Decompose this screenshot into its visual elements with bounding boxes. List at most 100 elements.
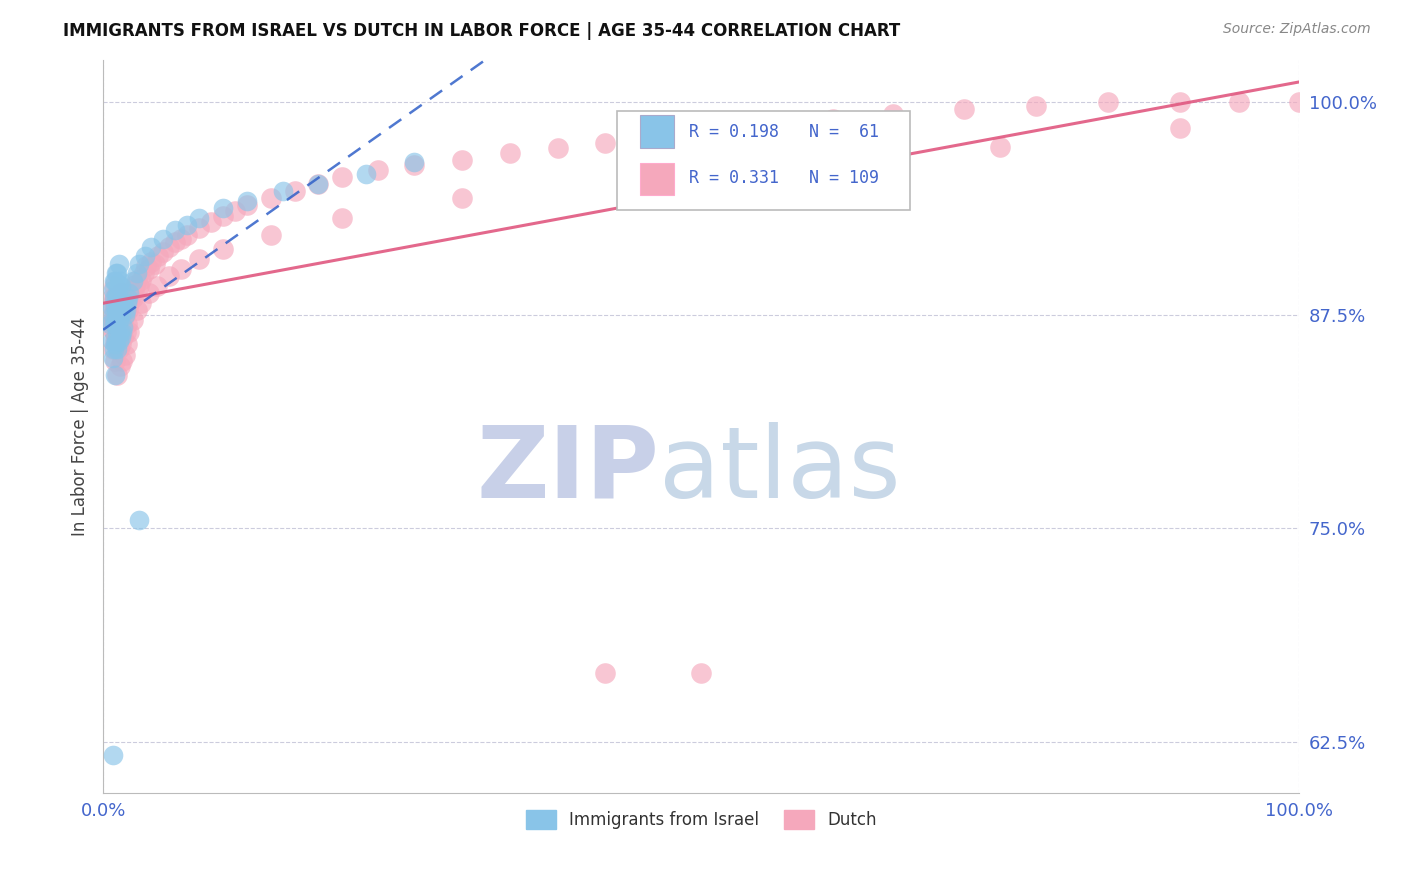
Point bbox=[105, 308, 128, 322]
Point bbox=[98, 320, 121, 334]
Point bbox=[104, 354, 127, 368]
Point bbox=[163, 235, 186, 249]
Point bbox=[128, 257, 150, 271]
Point bbox=[114, 286, 136, 301]
Point bbox=[101, 283, 124, 297]
Point bbox=[330, 211, 353, 226]
Point bbox=[128, 513, 150, 527]
Point bbox=[356, 167, 378, 181]
Point bbox=[115, 296, 138, 310]
Point bbox=[101, 296, 124, 310]
Point bbox=[110, 286, 132, 301]
Point bbox=[108, 274, 131, 288]
Point bbox=[138, 286, 160, 301]
Point bbox=[163, 223, 186, 237]
Point bbox=[1097, 95, 1119, 110]
Point bbox=[110, 337, 132, 351]
Point bbox=[122, 283, 145, 297]
Point bbox=[111, 300, 134, 314]
Text: IMMIGRANTS FROM ISRAEL VS DUTCH IN LABOR FORCE | AGE 35-44 CORRELATION CHART: IMMIGRANTS FROM ISRAEL VS DUTCH IN LABOR… bbox=[63, 22, 900, 40]
Point bbox=[104, 337, 127, 351]
Point bbox=[259, 191, 281, 205]
Point bbox=[115, 326, 138, 340]
Point bbox=[107, 326, 129, 340]
Point bbox=[132, 266, 155, 280]
Point bbox=[114, 308, 136, 322]
Point bbox=[98, 317, 121, 331]
Point bbox=[105, 330, 128, 344]
Point bbox=[131, 296, 153, 310]
Point bbox=[101, 351, 124, 365]
Point bbox=[107, 330, 129, 344]
Point bbox=[120, 289, 142, 303]
Point bbox=[105, 291, 128, 305]
Point bbox=[821, 112, 844, 127]
Point bbox=[1168, 95, 1191, 110]
Point bbox=[107, 343, 129, 357]
Text: ZIP: ZIP bbox=[477, 422, 659, 518]
Point bbox=[146, 279, 169, 293]
FancyBboxPatch shape bbox=[617, 111, 911, 210]
Point bbox=[103, 274, 125, 288]
Point bbox=[404, 154, 426, 169]
Point bbox=[105, 296, 128, 310]
Point bbox=[115, 296, 138, 310]
Point bbox=[104, 300, 127, 314]
Point bbox=[143, 257, 166, 271]
Point bbox=[224, 204, 246, 219]
Point bbox=[107, 326, 129, 340]
Point bbox=[115, 317, 138, 331]
Point bbox=[108, 303, 131, 318]
Text: atlas: atlas bbox=[659, 422, 901, 518]
Point bbox=[100, 334, 122, 348]
Point bbox=[499, 146, 522, 161]
Point bbox=[100, 308, 122, 322]
Point bbox=[283, 184, 305, 198]
Point bbox=[988, 139, 1011, 153]
Point bbox=[110, 279, 132, 293]
Bar bbox=[640, 115, 673, 147]
Point bbox=[122, 291, 145, 305]
Point bbox=[115, 303, 138, 318]
Point bbox=[110, 330, 132, 344]
Point bbox=[104, 313, 127, 327]
Text: Source: ZipAtlas.com: Source: ZipAtlas.com bbox=[1223, 22, 1371, 37]
Point bbox=[211, 201, 233, 215]
Point bbox=[100, 300, 122, 314]
Point bbox=[107, 310, 129, 324]
Point bbox=[176, 218, 198, 232]
Point bbox=[117, 303, 139, 318]
Point bbox=[690, 666, 713, 681]
Point bbox=[122, 313, 145, 327]
Point bbox=[107, 286, 129, 301]
Point bbox=[128, 279, 150, 293]
Point bbox=[1168, 120, 1191, 135]
Point bbox=[105, 317, 128, 331]
Point bbox=[104, 334, 127, 348]
Point bbox=[170, 231, 193, 245]
Point bbox=[107, 266, 129, 280]
Point bbox=[157, 240, 180, 254]
Point bbox=[101, 748, 124, 763]
Point bbox=[107, 303, 129, 318]
Point bbox=[118, 286, 141, 301]
Point bbox=[107, 343, 129, 357]
Point bbox=[138, 262, 160, 277]
Point bbox=[122, 274, 145, 288]
Point bbox=[108, 359, 131, 374]
Point bbox=[135, 259, 157, 273]
Point bbox=[107, 257, 129, 271]
Point bbox=[103, 317, 125, 331]
Point bbox=[108, 300, 131, 314]
Point bbox=[451, 153, 474, 168]
Point bbox=[101, 308, 124, 322]
Point bbox=[1229, 95, 1251, 110]
Point bbox=[211, 242, 233, 256]
Point bbox=[111, 317, 134, 331]
Point bbox=[114, 308, 136, 322]
Point bbox=[630, 174, 652, 188]
Point bbox=[131, 272, 153, 286]
Point bbox=[595, 136, 617, 150]
Point bbox=[953, 102, 976, 116]
Point bbox=[139, 255, 162, 269]
